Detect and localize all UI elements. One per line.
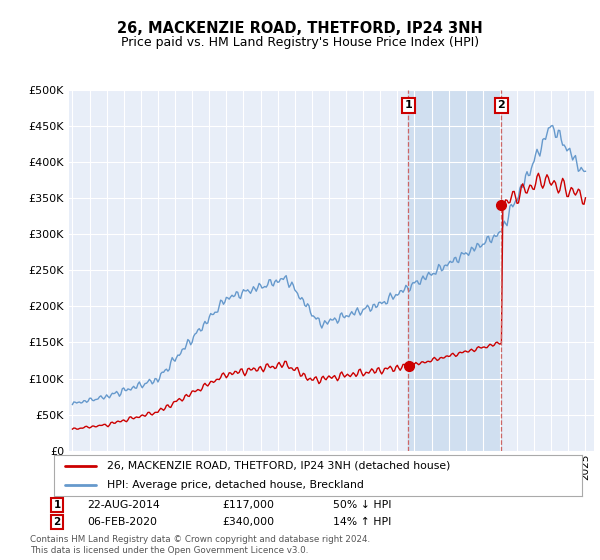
Text: 1: 1	[53, 500, 61, 510]
Text: Price paid vs. HM Land Registry's House Price Index (HPI): Price paid vs. HM Land Registry's House …	[121, 36, 479, 49]
Text: Contains HM Land Registry data © Crown copyright and database right 2024.: Contains HM Land Registry data © Crown c…	[30, 534, 370, 544]
Text: 22-AUG-2014: 22-AUG-2014	[87, 500, 160, 510]
Text: 14% ↑ HPI: 14% ↑ HPI	[333, 517, 391, 527]
Text: 26, MACKENZIE ROAD, THETFORD, IP24 3NH (detached house): 26, MACKENZIE ROAD, THETFORD, IP24 3NH (…	[107, 461, 450, 471]
Text: HPI: Average price, detached house, Breckland: HPI: Average price, detached house, Brec…	[107, 479, 364, 489]
Bar	[408, 90, 502, 451]
Text: 50% ↓ HPI: 50% ↓ HPI	[333, 500, 392, 510]
Text: £117,000: £117,000	[222, 500, 274, 510]
Text: 26, MACKENZIE ROAD, THETFORD, IP24 3NH: 26, MACKENZIE ROAD, THETFORD, IP24 3NH	[117, 21, 483, 36]
Text: 06-FEB-2020: 06-FEB-2020	[87, 517, 157, 527]
Text: 2: 2	[497, 100, 505, 110]
Text: 2: 2	[53, 517, 61, 527]
Text: This data is licensed under the Open Government Licence v3.0.: This data is licensed under the Open Gov…	[30, 545, 308, 555]
Text: 1: 1	[404, 100, 412, 110]
Text: £340,000: £340,000	[222, 517, 274, 527]
